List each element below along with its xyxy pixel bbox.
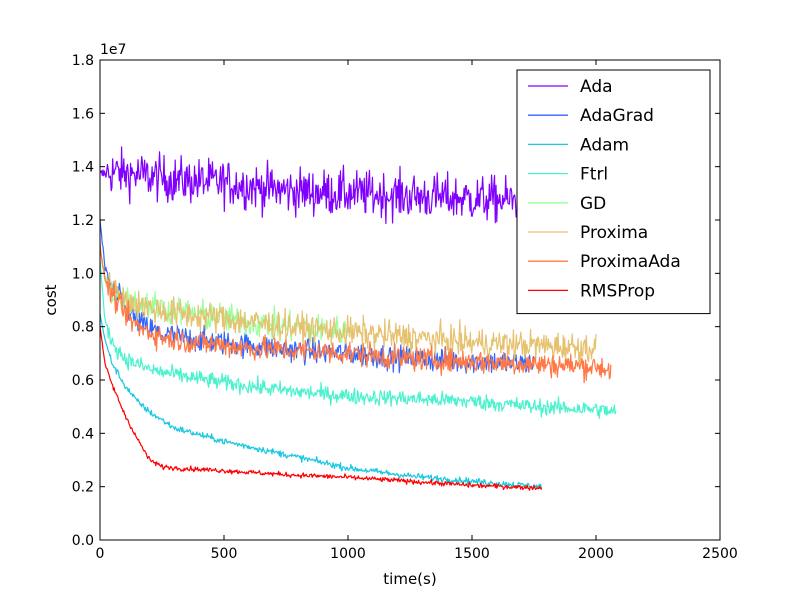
x-tick-label: 2500 xyxy=(702,546,738,562)
legend: Ada AdaGrad Adam Ftrl GD Proxima ProximaAda RMS… xyxy=(516,69,711,315)
y-tick-label: 1.6 xyxy=(72,106,94,122)
y-axis-multiplier: 1e7 xyxy=(100,42,126,58)
series-line-adagrad xyxy=(99,219,535,374)
series-line-ftrl xyxy=(99,260,617,419)
x-tick-label: 0 xyxy=(96,546,105,562)
series-line-proximaada xyxy=(99,243,612,384)
series-layer xyxy=(99,146,617,491)
legend-label-ftrl: Ftrl xyxy=(580,165,608,185)
legend-label-proxima: Proxima xyxy=(580,223,648,243)
y-tick-label: 1.8 xyxy=(72,53,94,69)
legend-label-ada: Ada xyxy=(580,77,613,97)
series-line-rmsprop xyxy=(99,326,543,491)
y-tick-label: 0.6 xyxy=(72,373,94,389)
legend-label-adam: Adam xyxy=(580,135,629,155)
x-tick-label: 2000 xyxy=(578,546,614,562)
y-tick-label: 0.2 xyxy=(72,480,94,496)
ticks-layer: 0 500 1000 1500 2000 2500 0.0 0.2 0.4 0.6 0.8 1.0 1.… xyxy=(72,53,738,562)
legend-label-rmsprop: RMSProp xyxy=(580,281,655,301)
plot-frame xyxy=(99,59,721,541)
x-tick-label: 1000 xyxy=(330,546,366,562)
y-tick-label: 0.0 xyxy=(72,533,94,549)
y-tick-label: 1.4 xyxy=(72,160,94,176)
y-tick-label: 1.0 xyxy=(72,266,94,282)
legend-label-gd: GD xyxy=(580,194,606,214)
y-axis-label: cost xyxy=(42,284,60,315)
legend-box xyxy=(516,69,711,315)
x-axis-label: time(s) xyxy=(383,570,436,588)
y-tick-label: 0.8 xyxy=(72,320,94,336)
series-line-proxima xyxy=(99,248,597,365)
series-line-ada xyxy=(99,146,535,225)
y-tick-label: 1.2 xyxy=(72,213,94,229)
y-tick-label: 0.4 xyxy=(72,426,94,442)
x-tick-label: 1500 xyxy=(454,546,490,562)
x-tick-label: 500 xyxy=(211,546,238,562)
legend-label-proximaada: ProximaAda xyxy=(580,252,681,272)
legend-label-adagrad: AdaGrad xyxy=(580,106,654,126)
series-line-adam xyxy=(99,313,543,490)
